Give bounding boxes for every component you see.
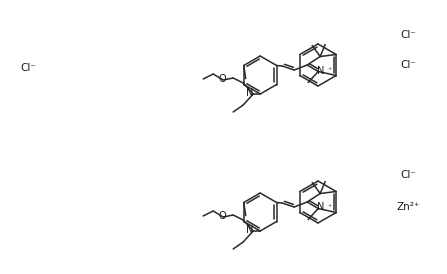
Text: O: O [219,74,226,84]
Text: N: N [317,202,325,213]
Text: ⁺: ⁺ [327,203,331,212]
Text: Cl⁻: Cl⁻ [20,63,36,73]
Text: Cl⁻: Cl⁻ [400,60,416,70]
Text: N: N [317,65,325,76]
Text: ⁺: ⁺ [327,66,331,75]
Text: O: O [219,211,226,221]
Text: Cl⁻: Cl⁻ [400,170,416,180]
Text: Cl⁻: Cl⁻ [400,30,416,40]
Text: N: N [246,225,254,235]
Text: Zn²⁺: Zn²⁺ [396,202,420,212]
Text: N: N [246,88,254,98]
